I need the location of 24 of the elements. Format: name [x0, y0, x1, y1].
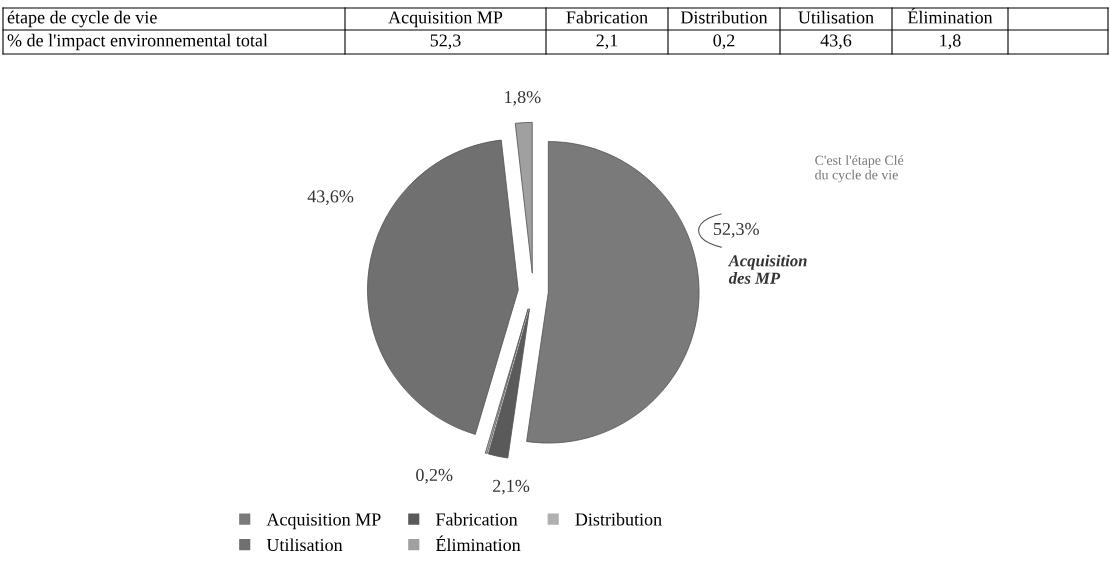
text: % de l'impact environnemental total [7, 33, 268, 51]
text: étape de cycle de vie [7, 10, 157, 28]
text: 0,2 [713, 34, 735, 50]
legend-label: Élimination [435, 535, 521, 552]
data-label: 1,8% [505, 90, 541, 106]
text: 43,6 [820, 34, 852, 50]
category-label: Utilisation [798, 10, 874, 24]
data-label: 52,3% [713, 222, 759, 238]
legend-label: Distribution [575, 512, 662, 526]
legend-label: Fabrication [435, 512, 518, 526]
legend-label: Acquisition MP [266, 513, 381, 530]
text: Acquisition des MP [727, 254, 807, 284]
data-label: 43,6% [307, 190, 354, 206]
legend-label: Utilisation [266, 538, 343, 552]
text: 2,1 [596, 34, 618, 50]
category-label: Élimination [907, 7, 993, 24]
text: 52,3 [430, 34, 461, 50]
text: 1,8 [940, 34, 961, 50]
data-label: 2,1% [493, 479, 530, 495]
text: C'est l'étape Clé du cycle de vie [815, 155, 904, 183]
data-label: 0,2% [416, 468, 453, 484]
category-label: Acquisition MP [388, 11, 503, 28]
category-label: Fabrication [566, 10, 648, 24]
category-label: Distribution [680, 10, 768, 24]
